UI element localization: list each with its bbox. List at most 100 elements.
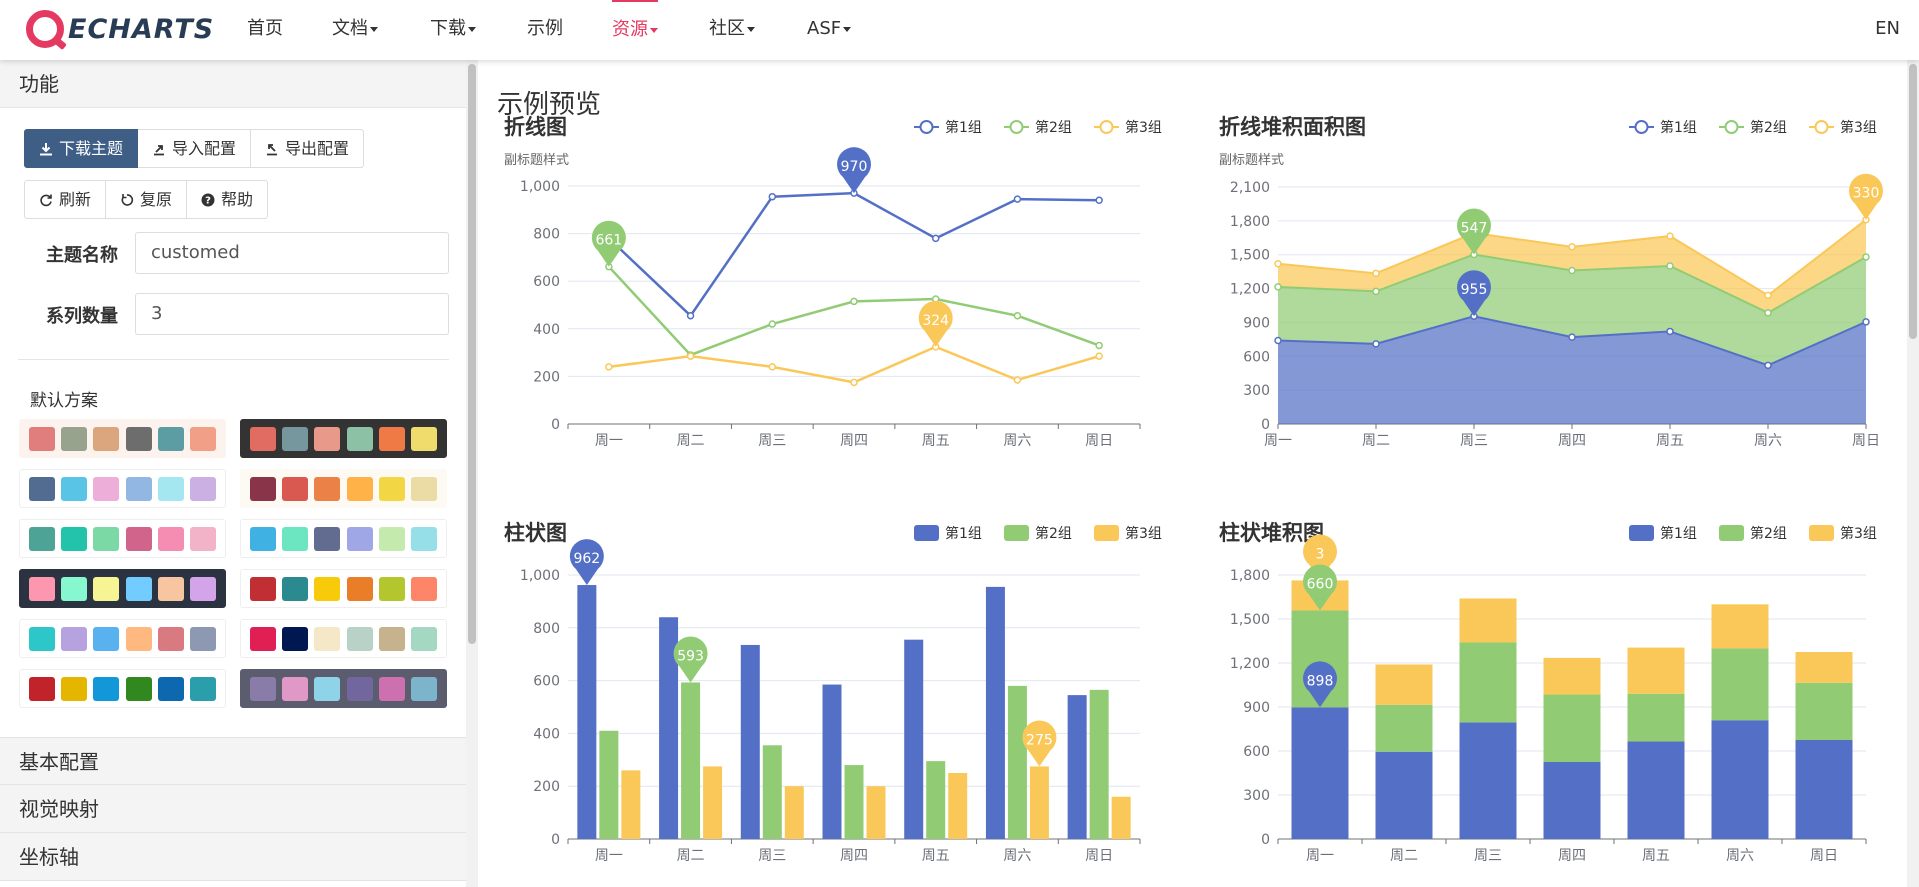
import-config-label: 导入配置 [172, 139, 237, 158]
bar-series-3 [1627, 647, 1685, 694]
reset-button[interactable]: 复原 [106, 180, 188, 219]
color-chip [157, 526, 184, 551]
nav-asf[interactable]: ASF [807, 0, 852, 60]
export-config-button[interactable]: 导出配置 [251, 129, 365, 168]
color-scheme-4[interactable] [240, 469, 447, 508]
bar-series-3 [621, 770, 641, 839]
x-tick-label: 周二 [1390, 848, 1418, 864]
series-area-2 [1278, 254, 1866, 366]
y-tick-label: 600 [533, 674, 560, 690]
color-scheme-6[interactable] [240, 519, 447, 558]
color-chip [378, 626, 405, 651]
refresh-button[interactable]: 刷新 [24, 180, 107, 219]
x-tick-label: 周五 [1642, 848, 1670, 864]
legend-label: 第1组 [945, 525, 982, 542]
max-marker-1-pin [1303, 661, 1337, 708]
legend-marker [1724, 120, 1739, 134]
color-chip [378, 476, 405, 501]
theme-name-input[interactable]: customed [135, 232, 449, 274]
data-point [768, 192, 777, 201]
color-chip [250, 676, 277, 701]
chart-subtitle: 副标题样式 [1219, 153, 1284, 168]
refresh-icon [40, 194, 52, 206]
section-axis[interactable]: 坐标轴 [0, 833, 468, 881]
max-marker-1-pin-label: 955 [1461, 282, 1488, 298]
download-icon [40, 142, 52, 155]
color-chip [157, 626, 184, 651]
series-count-input[interactable]: 3 [135, 293, 449, 335]
bar-series-3 [1459, 598, 1517, 643]
x-tick-label: 周二 [677, 433, 705, 449]
nav-home[interactable]: 首页 [247, 0, 283, 60]
main-scrollbar-thumb[interactable] [1909, 64, 1917, 339]
color-chip [93, 676, 120, 701]
color-scheme-9[interactable] [19, 619, 226, 658]
bar-series-3 [784, 786, 804, 839]
data-point [1862, 253, 1870, 261]
color-chip [157, 476, 184, 501]
data-point [1095, 352, 1103, 360]
data-point [1764, 309, 1772, 317]
color-scheme-7[interactable] [19, 569, 226, 608]
nav-examples[interactable]: 示例 [527, 0, 563, 60]
max-marker-2-pin [1457, 208, 1491, 255]
legend-label: 第2组 [1035, 119, 1072, 136]
color-scheme-5[interactable] [19, 519, 226, 558]
legend-label: 第2组 [1750, 119, 1787, 136]
sidebar-scrollbar-thumb[interactable] [468, 64, 476, 644]
color-chip [189, 676, 216, 701]
color-scheme-10[interactable] [240, 619, 447, 658]
x-tick-label: 周四 [1558, 433, 1586, 449]
bar-series-3 [1029, 766, 1049, 839]
color-chip [410, 626, 437, 651]
section-basic-config[interactable]: 基本配置 [0, 737, 468, 785]
nav-download[interactable]: 下载 [430, 0, 476, 60]
import-config-button[interactable]: 导入配置 [138, 129, 252, 168]
nav-resources[interactable]: 资源 [612, 0, 658, 60]
max-marker-2-pin-label: 547 [1461, 220, 1488, 236]
section-function-header[interactable]: 功能 [0, 60, 468, 108]
echarts-logo[interactable]: ECHARTS [26, 9, 214, 49]
max-marker-1-pin-label: 962 [573, 551, 600, 567]
data-point [686, 352, 695, 360]
color-chip [93, 476, 120, 501]
color-chip [61, 576, 88, 601]
bar-series-2 [1459, 642, 1517, 723]
nav-examples-label: 示例 [527, 18, 563, 39]
data-point [1095, 341, 1103, 350]
nav-docs[interactable]: 文档 [332, 0, 378, 60]
x-tick-label: 周一 [1264, 433, 1292, 449]
color-chip [189, 626, 216, 651]
color-scheme-8[interactable] [240, 569, 447, 608]
legend-swatch [1004, 525, 1029, 541]
bar-series-2 [844, 765, 864, 839]
color-scheme-3[interactable] [19, 469, 226, 508]
series-line-2 [607, 265, 1100, 357]
max-marker-1-pin [569, 539, 604, 586]
color-scheme-1[interactable] [19, 419, 226, 458]
legend-label: 第3组 [1125, 119, 1162, 136]
color-scheme-2[interactable] [240, 419, 447, 458]
color-chip [250, 576, 277, 601]
legend-label: 第2组 [1750, 525, 1787, 542]
nav-docs-label: 文档 [332, 18, 368, 39]
color-chip [125, 626, 152, 651]
nav-community[interactable]: 社区 [709, 0, 755, 60]
bar-series-3 [1543, 657, 1601, 695]
color-scheme-11[interactable] [19, 669, 226, 708]
bar-series-2 [1627, 693, 1685, 742]
y-tick-label: 800 [533, 227, 560, 243]
language-switch[interactable]: EN [1875, 18, 1900, 39]
logo-icon [26, 10, 64, 48]
bar-series-2 [1007, 685, 1027, 839]
download-theme-button[interactable]: 下载主题 [24, 129, 139, 168]
help-button[interactable]: ? 帮助 [187, 180, 269, 219]
y-tick-label: 600 [1243, 744, 1270, 760]
color-scheme-12[interactable] [240, 669, 447, 708]
section-visual-map[interactable]: 视觉映射 [0, 785, 468, 833]
color-chip [250, 476, 277, 501]
logo-text: ECHARTS [68, 13, 215, 45]
max-marker-2-pin-label: 661 [595, 233, 622, 249]
bar-series-1 [1543, 762, 1601, 839]
